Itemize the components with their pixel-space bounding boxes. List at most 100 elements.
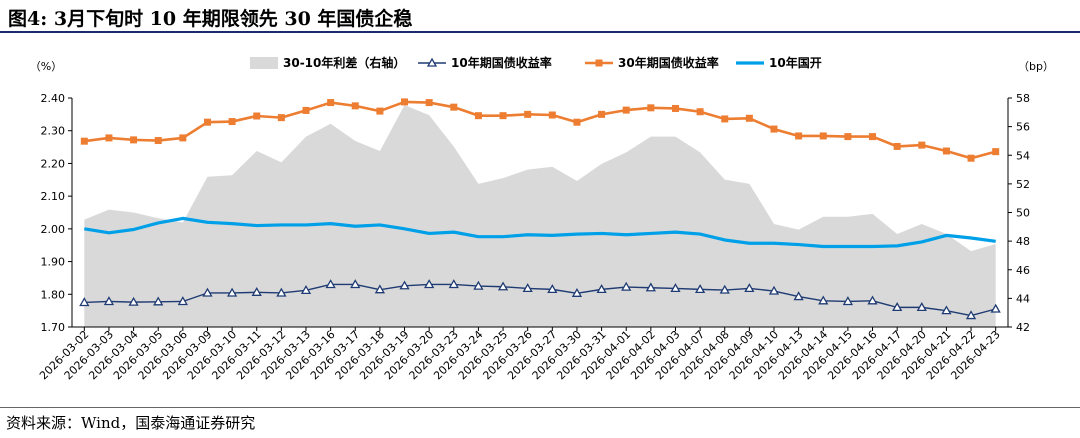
point-30y xyxy=(80,137,88,145)
point-30y xyxy=(647,104,655,112)
point-10y xyxy=(202,287,213,297)
point-30y xyxy=(425,99,433,107)
left-tick-label: 1.80 xyxy=(41,288,66,301)
source-divider xyxy=(0,407,1080,408)
point-10y xyxy=(79,297,90,307)
point-30y xyxy=(351,102,359,110)
point-30y xyxy=(721,115,729,123)
point-10y xyxy=(744,283,755,293)
point-10y xyxy=(473,280,484,290)
right-tick-label: 54 xyxy=(1016,149,1030,162)
point-30y xyxy=(376,107,384,115)
point-30y xyxy=(844,133,852,141)
point-10y xyxy=(153,296,164,306)
point-10y xyxy=(990,303,1001,313)
point-30y xyxy=(548,111,556,119)
point-10y xyxy=(350,279,361,289)
legend-label: 10年国开 xyxy=(769,55,822,70)
right-tick-label: 46 xyxy=(1016,264,1030,277)
left-tick-label: 2.40 xyxy=(41,92,66,105)
left-tick-label: 2.30 xyxy=(41,125,66,138)
point-10y xyxy=(399,280,410,290)
series-lines-layer xyxy=(79,98,1001,320)
point-10y xyxy=(621,281,632,291)
point-30y xyxy=(130,136,138,144)
source-note: 资料来源：Wind，国泰海通证券研究 xyxy=(6,414,256,432)
point-30y xyxy=(795,132,803,140)
point-10y xyxy=(719,284,730,294)
point-30y xyxy=(696,108,704,116)
point-30y xyxy=(105,134,113,142)
point-10y xyxy=(276,287,287,297)
point-10y xyxy=(374,284,386,294)
left-tick-label: 2.20 xyxy=(41,157,66,170)
legend-swatch-spread xyxy=(250,57,278,69)
point-30y xyxy=(770,125,778,133)
yield-chart: 2.40 2.30 2.20 2.10 2.00 1.90 1.80 1.70 58 56 54 52… xyxy=(30,55,1054,382)
legend-label: 30-10年利差（右轴） xyxy=(283,55,405,70)
point-10y xyxy=(547,284,558,294)
right-tick-label: 48 xyxy=(1016,235,1030,248)
point-30y xyxy=(622,106,630,114)
series-line-3 xyxy=(84,216,996,249)
point-10y xyxy=(916,302,927,312)
point-10y xyxy=(251,287,262,296)
point-10y xyxy=(818,295,829,305)
point-30y xyxy=(228,118,236,126)
point-30y xyxy=(992,148,1000,156)
point-30y xyxy=(524,110,532,118)
left-tick-label: 1.90 xyxy=(41,256,66,269)
point-30y xyxy=(819,132,827,140)
point-10y xyxy=(497,281,509,291)
point-30y xyxy=(598,110,606,118)
point-30y xyxy=(474,112,482,120)
point-10y xyxy=(842,296,854,306)
point-30y xyxy=(302,106,310,114)
legend-label: 10年期国债收益率 xyxy=(451,55,552,70)
point-10y xyxy=(694,284,706,294)
left-tick-label: 2.10 xyxy=(41,190,66,203)
point-10y xyxy=(448,279,459,289)
point-10y xyxy=(424,279,435,289)
point-10y xyxy=(300,285,312,295)
point-10y xyxy=(892,302,903,312)
point-30y xyxy=(203,118,211,126)
legend-label: 30年期国债收益率 xyxy=(618,55,719,70)
chart-legend: 30-10年利差（右轴） 10年期国债收益率 30年期国债收益率 10年国开 xyxy=(250,55,822,70)
point-10y xyxy=(670,283,681,293)
point-30y xyxy=(450,103,458,111)
left-tick-label: 1.70 xyxy=(41,321,66,334)
point-30y xyxy=(869,133,877,141)
right-tick-label: 44 xyxy=(1016,292,1030,305)
point-10y xyxy=(768,285,780,295)
point-30y xyxy=(942,147,950,155)
point-30y xyxy=(918,141,926,149)
left-tick-label: 2.00 xyxy=(41,223,66,236)
right-tick-label: 52 xyxy=(1016,178,1030,191)
point-10y xyxy=(571,287,583,297)
point-30y xyxy=(154,137,162,145)
spread-area xyxy=(84,105,996,327)
point-10y xyxy=(128,296,139,306)
point-10y xyxy=(522,283,533,293)
point-10y xyxy=(226,287,238,297)
right-axis-unit: （bp） xyxy=(1018,60,1054,73)
point-30y xyxy=(253,112,261,120)
spread-area-layer xyxy=(84,105,996,327)
right-tick-label: 58 xyxy=(1016,92,1030,105)
point-30y xyxy=(499,112,507,120)
left-axis-unit: （%） xyxy=(30,60,62,73)
point-30y xyxy=(893,142,901,150)
point-30y xyxy=(277,114,285,122)
point-30y xyxy=(179,134,187,142)
point-10y xyxy=(793,291,804,301)
series-line-2 xyxy=(84,100,997,160)
legend-marker-square xyxy=(595,59,603,67)
chart-title: 图4: 3月下旬时 10 年期限领先 30 年国债企稳 xyxy=(8,8,413,30)
point-30y xyxy=(327,99,335,107)
right-tick-label: 50 xyxy=(1016,207,1030,220)
point-30y xyxy=(967,154,975,162)
point-10y xyxy=(596,284,607,294)
point-30y xyxy=(671,104,679,112)
point-10y xyxy=(645,282,656,292)
